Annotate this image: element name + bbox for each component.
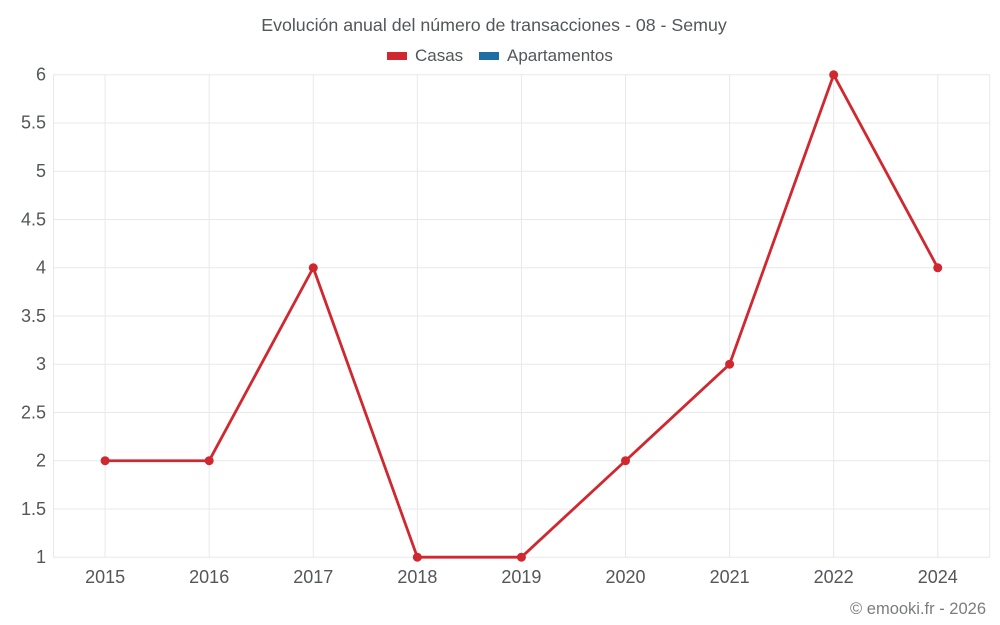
svg-text:4.5: 4.5 [21,209,46,229]
svg-text:5.5: 5.5 [21,113,46,133]
svg-text:4: 4 [36,258,46,278]
svg-text:3.5: 3.5 [21,306,46,326]
svg-text:1.5: 1.5 [21,499,46,519]
svg-text:2017: 2017 [293,567,333,587]
svg-text:2015: 2015 [85,567,125,587]
svg-text:2016: 2016 [189,567,229,587]
svg-text:2021: 2021 [710,567,750,587]
svg-text:2022: 2022 [814,567,854,587]
svg-text:2024: 2024 [918,567,958,587]
svg-text:5: 5 [36,161,46,181]
svg-text:3: 3 [36,354,46,374]
svg-text:2019: 2019 [501,567,541,587]
svg-text:1: 1 [36,547,46,567]
svg-text:6: 6 [36,65,46,85]
svg-text:2018: 2018 [397,567,437,587]
svg-text:2020: 2020 [605,567,645,587]
svg-text:2: 2 [36,451,46,471]
svg-text:2.5: 2.5 [21,403,46,423]
